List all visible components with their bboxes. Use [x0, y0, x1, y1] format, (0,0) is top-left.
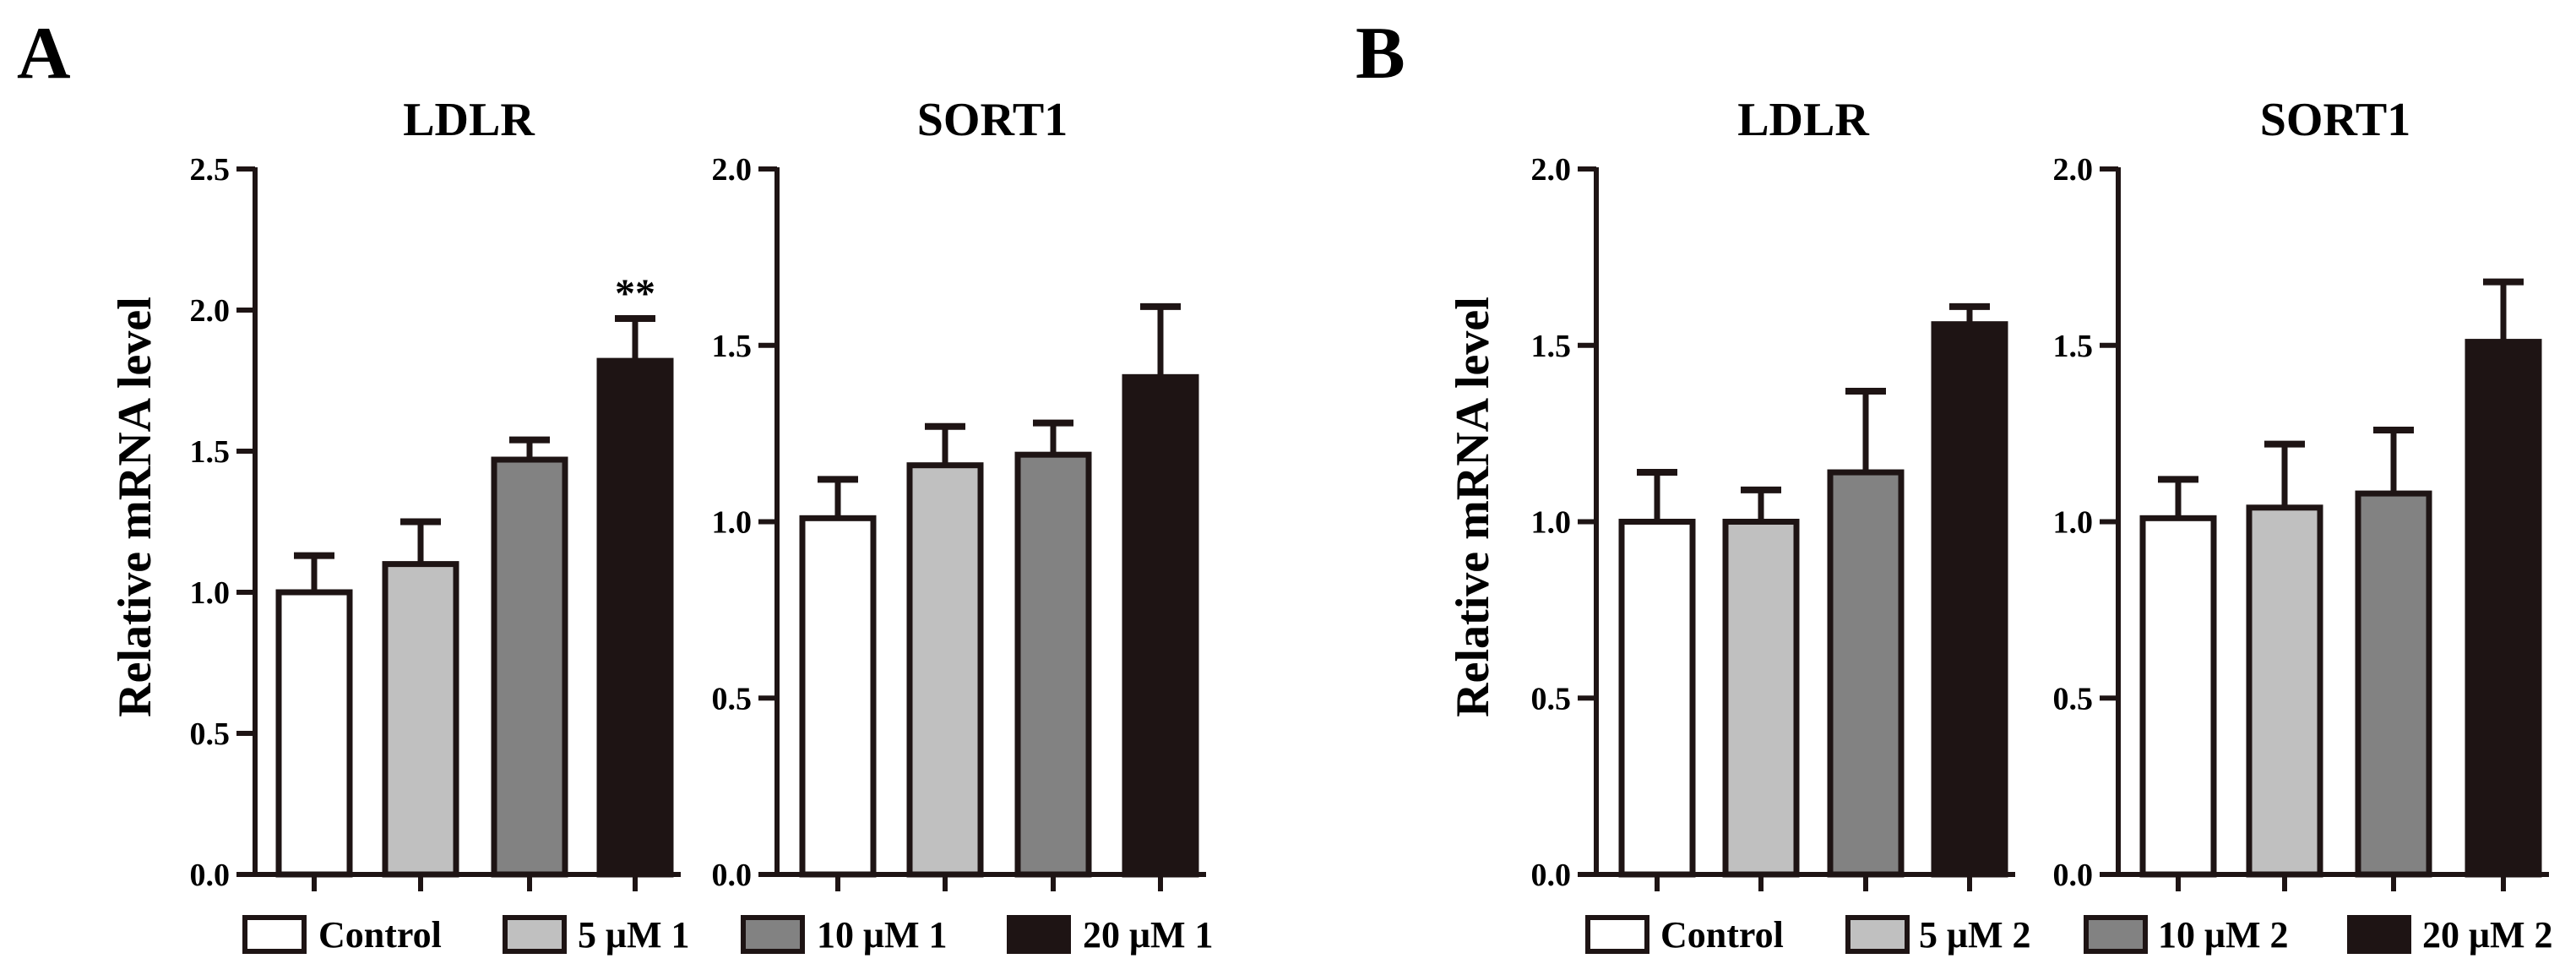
y-tick-label: 0.5: [1531, 681, 1572, 716]
y-tick-label: 0.0: [712, 858, 753, 893]
legend-swatch-3: [741, 915, 805, 954]
legend-label: Control: [1660, 914, 1784, 956]
bar-4: [2465, 339, 2542, 878]
y-tick-label: 2.0: [2053, 152, 2094, 188]
y-tick-label: 1.0: [1531, 505, 1572, 541]
bar-1: [275, 589, 353, 878]
legend-label: 10 μM 1: [817, 914, 947, 956]
chart-panel-b-ldlr: LDLR 0.0 0.5 1.0 1.5 2.0: [1531, 94, 2015, 893]
legend-swatch-3: [2084, 915, 2148, 954]
bar-3: [1014, 451, 1092, 878]
chart-title: LDLR: [403, 94, 535, 146]
y-tick-label: 2.0: [712, 152, 753, 188]
bar-1: [1618, 519, 1696, 878]
y-axis-label-b: Relative mRNA level: [1447, 297, 1499, 717]
legend-label: 5 μM 1: [578, 914, 689, 956]
bar-2: [1722, 519, 1800, 878]
legend-label: 20 μM 2: [2422, 914, 2552, 956]
bar-3: [491, 456, 568, 878]
y-tick-label: 1.5: [1531, 329, 1572, 364]
bar-4: [1122, 373, 1199, 878]
legend-swatch-1: [242, 915, 307, 954]
y-tick-label: 1.0: [712, 505, 753, 541]
legend-swatch-2: [1845, 915, 1910, 954]
legend-swatch-4: [1007, 915, 1071, 954]
legend-swatch-2: [503, 915, 567, 954]
y-tick-label: 0.5: [712, 681, 753, 716]
y-tick-label: 0.0: [190, 858, 231, 893]
legend-label: 20 μM 1: [1083, 914, 1213, 956]
y-tick-label: 1.5: [712, 329, 753, 364]
y-tick-label: 0.5: [190, 716, 231, 752]
y-tick-label: 1.5: [2053, 329, 2094, 364]
panel-label-a: A: [17, 13, 71, 95]
bar-1: [2139, 515, 2217, 878]
bar-3: [2355, 490, 2432, 878]
y-tick-label: 2.0: [190, 293, 231, 329]
legend-swatch-4: [2347, 915, 2411, 954]
y-tick-label: 1.5: [190, 434, 231, 470]
chart-panel-b-sort1: SORT1 0.0 0.5 1.0 1.5 2.0: [2053, 94, 2549, 893]
chart-panel-a-sort1: SORT1 0.0 0.5 1.0 1.5 2.0: [712, 94, 1206, 893]
y-tick-label: 2.0: [1531, 152, 1572, 188]
bar-4: [1931, 321, 2008, 878]
chart-panel-a-ldlr: LDLR ** 0.0 0.5 1.0 1.5 2.0 2.5: [190, 94, 681, 893]
bar-1: [799, 515, 877, 878]
chart-title: SORT1: [2260, 94, 2411, 146]
legend-panel-a: Control 5 μM 1 10 μM 1 20 μM 1: [242, 914, 1213, 956]
y-tick-label: 0.0: [2053, 858, 2094, 893]
bar-3: [1827, 469, 1905, 878]
legend-swatch-1: [1585, 915, 1649, 954]
legend-panel-b: Control 5 μM 2 10 μM 2 20 μM 2: [1585, 914, 2552, 956]
bar-2: [2246, 504, 2323, 878]
significance-marker: **: [615, 271, 655, 316]
bar-2: [906, 462, 984, 878]
y-tick-label: 0.0: [1531, 858, 1572, 893]
y-tick-label: 2.5: [190, 152, 231, 188]
panel-label-b: B: [1356, 13, 1405, 95]
y-tick-label: 1.0: [2053, 505, 2094, 541]
y-tick-label: 1.0: [190, 575, 231, 611]
bar-4: [596, 357, 674, 878]
legend-label: 5 μM 2: [1919, 914, 2030, 956]
bar-2: [382, 561, 459, 878]
y-axis-label-a: Relative mRNA level: [109, 297, 161, 717]
legend-label: 10 μM 2: [2158, 914, 2288, 956]
chart-title: SORT1: [917, 94, 1068, 146]
y-tick-label: 0.5: [2053, 681, 2094, 716]
chart-title: LDLR: [1737, 94, 1869, 146]
legend-label: Control: [318, 914, 442, 956]
